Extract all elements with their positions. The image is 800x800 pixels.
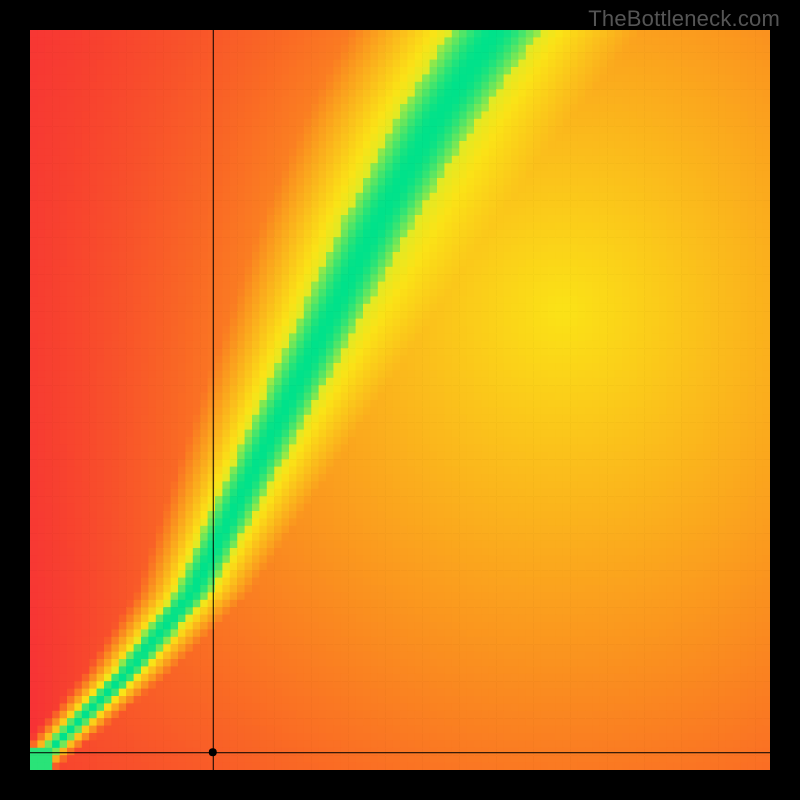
container: TheBottleneck.com bbox=[0, 0, 800, 800]
heatmap-canvas bbox=[30, 30, 770, 770]
heatmap-plot bbox=[30, 30, 770, 770]
watermark-text: TheBottleneck.com bbox=[588, 6, 780, 32]
